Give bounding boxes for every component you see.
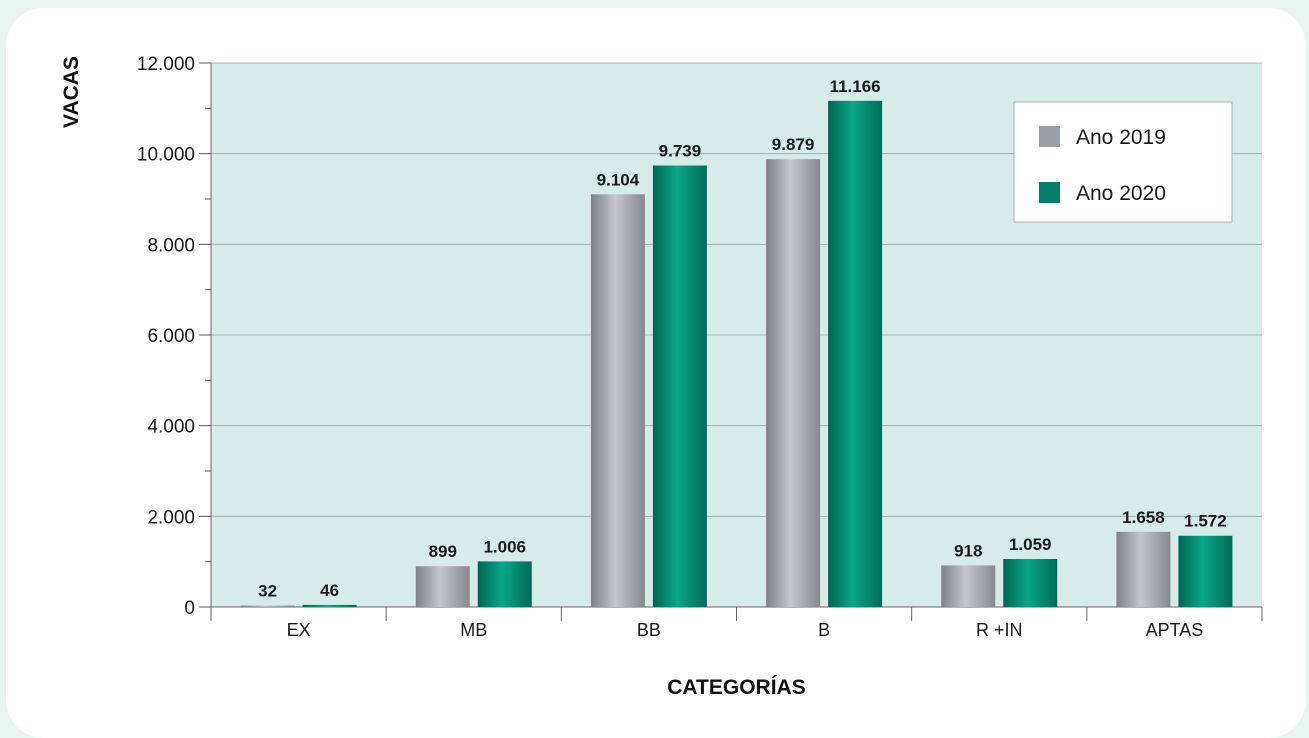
bars <box>240 100 1233 608</box>
data-label: 9.104 <box>597 170 640 189</box>
data-label: 918 <box>954 541 982 560</box>
bar <box>240 605 295 607</box>
y-tick-label: 10.000 <box>137 145 195 166</box>
gridlines <box>211 62 1262 517</box>
legend-swatch <box>1039 126 1060 147</box>
data-label: 9.879 <box>772 135 815 154</box>
data-label: 32 <box>258 582 277 601</box>
bar <box>1116 531 1171 607</box>
data-label: 899 <box>429 542 457 561</box>
data-label: 1.572 <box>1184 512 1227 531</box>
legend-swatch <box>1039 182 1060 203</box>
bar <box>766 159 821 608</box>
y-tick-label: 8.000 <box>147 235 195 256</box>
x-tick-label: MB <box>460 620 487 640</box>
data-labels: 32 899 9.104 9.879 918 1.658 46 1.006 9.739 11.16… <box>258 77 1227 601</box>
bar <box>302 604 357 607</box>
x-tick-label: BB <box>637 620 661 640</box>
bar <box>828 100 883 608</box>
legend: Ano 2019 Ano 2020 <box>1013 101 1233 223</box>
y-axis-title: VACAS <box>60 56 83 128</box>
y-tick-label: 2.000 <box>147 507 195 528</box>
bar <box>477 561 532 607</box>
data-label: 1.059 <box>1009 535 1052 554</box>
y-tick-label: 4.000 <box>147 417 195 438</box>
x-tick-label: APTAS <box>1146 620 1204 640</box>
data-label: 9.739 <box>659 141 702 160</box>
bar <box>1178 535 1233 607</box>
bar <box>1003 558 1058 607</box>
x-tick-label: R +IN <box>976 620 1023 640</box>
bar <box>415 566 470 607</box>
bar <box>941 565 996 607</box>
data-label: 46 <box>320 581 339 600</box>
x-tick-label: EX <box>287 620 311 640</box>
y-tick-label: 0 <box>184 598 195 619</box>
y-axis-ticks: 0 2.000 4.000 6.000 8.000 10.000 12.000 <box>137 54 211 619</box>
data-label: 1.006 <box>483 537 526 556</box>
x-axis-title: CATEGORÍAS <box>667 676 805 699</box>
data-label: 11.166 <box>830 77 881 96</box>
y-tick-label: 6.000 <box>147 326 195 347</box>
bar <box>652 165 707 608</box>
legend-label: Ano 2019 <box>1076 126 1166 149</box>
y-tick-label: 12.000 <box>137 54 195 75</box>
x-tick-label: B <box>818 620 830 640</box>
bar <box>590 194 645 607</box>
x-axis-ticks: EX MB BB B R +IN APTAS <box>210 607 1263 640</box>
legend-label: Ano 2020 <box>1076 182 1166 205</box>
data-label: 1.658 <box>1122 508 1165 527</box>
